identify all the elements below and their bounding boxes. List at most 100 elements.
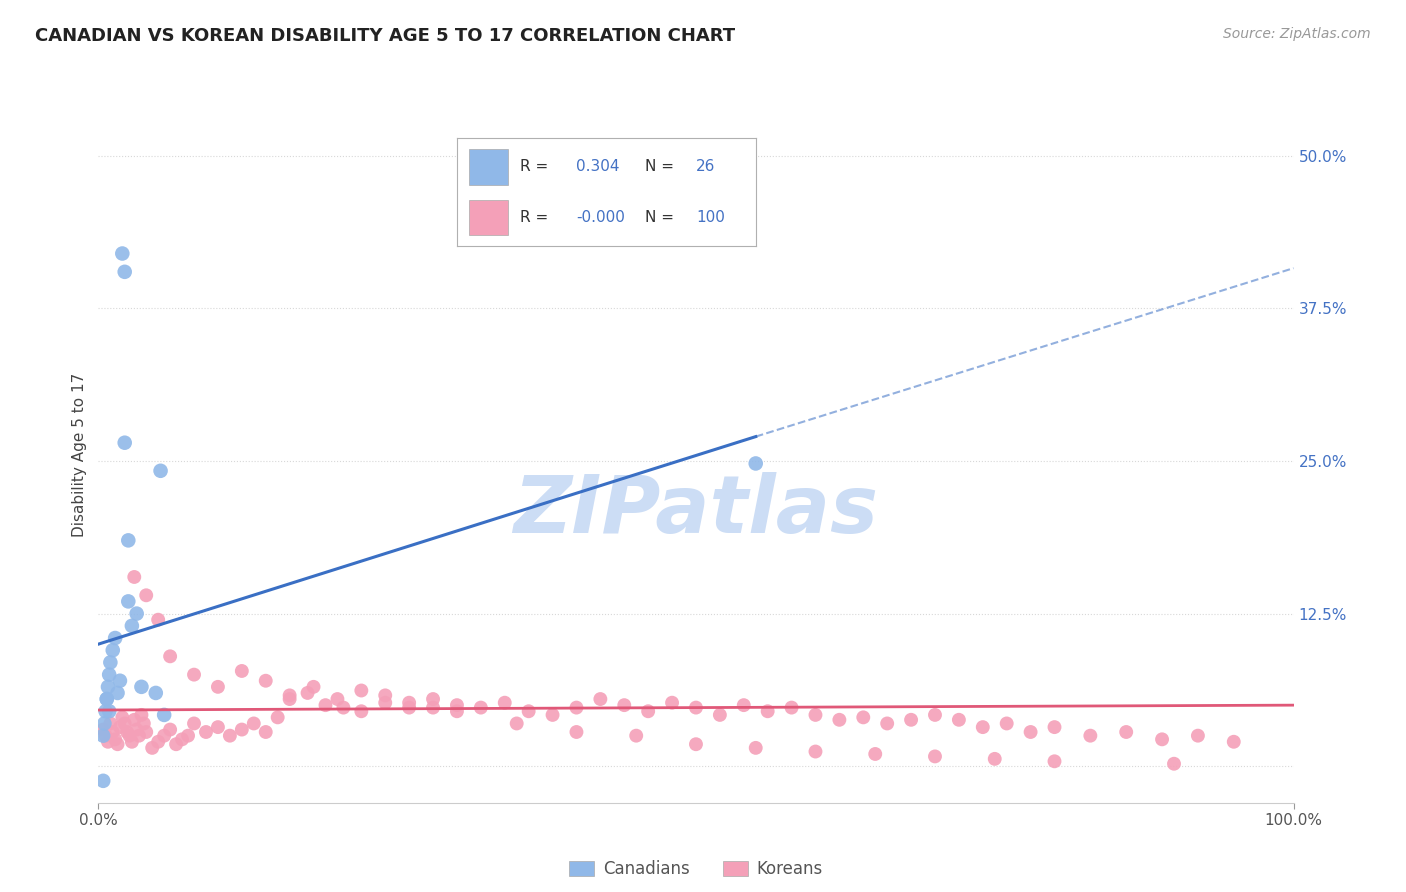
Point: [101, 643, 124, 657]
Point: [153, 729, 176, 743]
Point: [876, 716, 898, 731]
Point: [145, 686, 167, 700]
Point: [254, 725, 277, 739]
Point: [183, 667, 205, 681]
Point: [131, 680, 153, 694]
Point: [107, 686, 129, 700]
Point: [124, 570, 146, 584]
Legend: Canadians, Koreans: Canadians, Koreans: [562, 854, 830, 885]
Point: [104, 732, 127, 747]
Point: [422, 700, 444, 714]
Point: [374, 689, 396, 703]
Point: [624, 729, 647, 743]
Point: [589, 692, 612, 706]
Point: [637, 704, 659, 718]
Point: [1150, 732, 1173, 747]
Point: [804, 745, 827, 759]
Point: [661, 696, 683, 710]
Point: [972, 720, 994, 734]
Point: [924, 707, 946, 722]
Point: [446, 704, 468, 718]
Point: [159, 649, 181, 664]
Point: [117, 533, 139, 548]
Point: [995, 716, 1018, 731]
Point: [98, 656, 122, 670]
Point: [135, 725, 157, 739]
Point: [132, 716, 155, 731]
Point: [98, 667, 121, 681]
Point: [111, 710, 134, 724]
Point: [114, 716, 136, 731]
Point: [117, 594, 139, 608]
Point: [828, 713, 851, 727]
Point: [101, 725, 124, 739]
Point: [804, 707, 827, 722]
Point: [780, 700, 803, 714]
Point: [104, 631, 127, 645]
Point: [326, 692, 349, 706]
Text: Source: ZipAtlas.com: Source: ZipAtlas.com: [1223, 27, 1371, 41]
Point: [243, 716, 266, 731]
Point: [422, 692, 444, 706]
Point: [207, 680, 229, 694]
Point: [517, 704, 540, 718]
Point: [350, 704, 373, 718]
Y-axis label: Disability Age 5 to 17: Disability Age 5 to 17: [72, 373, 87, 537]
Point: [177, 729, 200, 743]
Point: [494, 696, 516, 710]
Point: [128, 729, 150, 743]
Point: [302, 680, 325, 694]
Point: [96, 692, 118, 706]
Point: [207, 720, 229, 734]
Point: [332, 700, 354, 714]
Point: [96, 692, 118, 706]
Point: [685, 737, 707, 751]
Point: [267, 710, 290, 724]
Point: [148, 735, 170, 749]
Point: [1163, 756, 1185, 771]
Point: [948, 713, 970, 727]
Point: [124, 713, 146, 727]
Point: [470, 700, 492, 714]
Point: [131, 707, 153, 722]
Point: [91, 729, 114, 743]
Point: [565, 700, 588, 714]
Point: [115, 725, 138, 739]
Text: ZIPatlas: ZIPatlas: [513, 472, 879, 549]
Point: [1043, 720, 1066, 734]
Text: CANADIAN VS KOREAN DISABILITY AGE 5 TO 17 CORRELATION CHART: CANADIAN VS KOREAN DISABILITY AGE 5 TO 1…: [35, 27, 735, 45]
Point: [141, 740, 163, 755]
Point: [107, 737, 129, 751]
Point: [111, 246, 134, 260]
Point: [135, 588, 157, 602]
Point: [231, 723, 253, 737]
Point: [98, 716, 122, 731]
Point: [1115, 725, 1137, 739]
Point: [114, 265, 136, 279]
Point: [733, 698, 755, 713]
Point: [398, 696, 420, 710]
Point: [194, 725, 217, 739]
Point: [97, 735, 120, 749]
Point: [125, 723, 148, 737]
Point: [745, 457, 768, 471]
Point: [231, 664, 253, 678]
Point: [254, 673, 277, 688]
Point: [98, 704, 121, 718]
Point: [541, 707, 564, 722]
Point: [398, 700, 420, 714]
Point: [756, 704, 779, 718]
Point: [148, 613, 170, 627]
Point: [374, 696, 396, 710]
Point: [297, 686, 319, 700]
Point: [165, 737, 187, 751]
Point: [745, 740, 768, 755]
Point: [315, 698, 337, 713]
Point: [350, 683, 373, 698]
Point: [446, 698, 468, 713]
Point: [94, 704, 117, 718]
Point: [1080, 729, 1102, 743]
Point: [172, 732, 194, 747]
Point: [108, 673, 131, 688]
Point: [149, 464, 172, 478]
